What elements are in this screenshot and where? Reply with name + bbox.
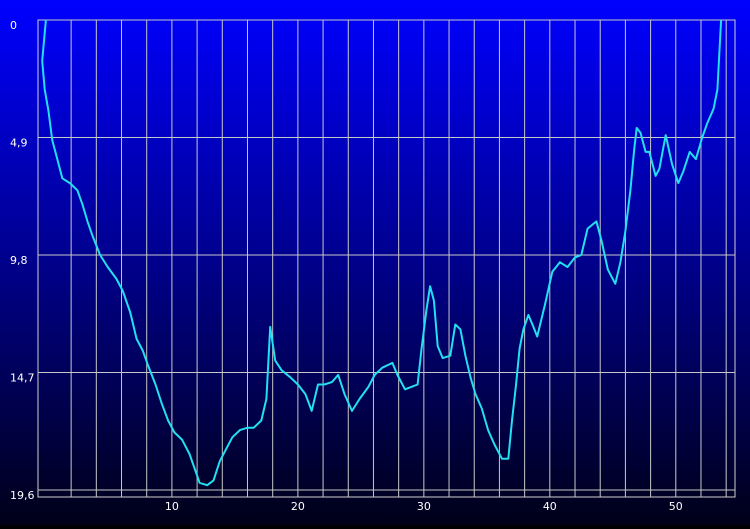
x-tick-label: 20	[291, 500, 305, 513]
x-tick-label: 40	[543, 500, 557, 513]
x-tick-label: 50	[669, 500, 683, 513]
x-tick-label: 10	[165, 500, 179, 513]
y-tick-label: 14,7	[10, 372, 35, 385]
y-tick-label: 4,9	[10, 137, 28, 150]
depth-line	[41, 19, 723, 487]
y-tick-label: 9,8	[10, 254, 28, 267]
x-tick-label: 30	[417, 500, 431, 513]
y-tick-label: 19,6	[10, 489, 35, 502]
y-tick-label: 0	[10, 19, 17, 32]
